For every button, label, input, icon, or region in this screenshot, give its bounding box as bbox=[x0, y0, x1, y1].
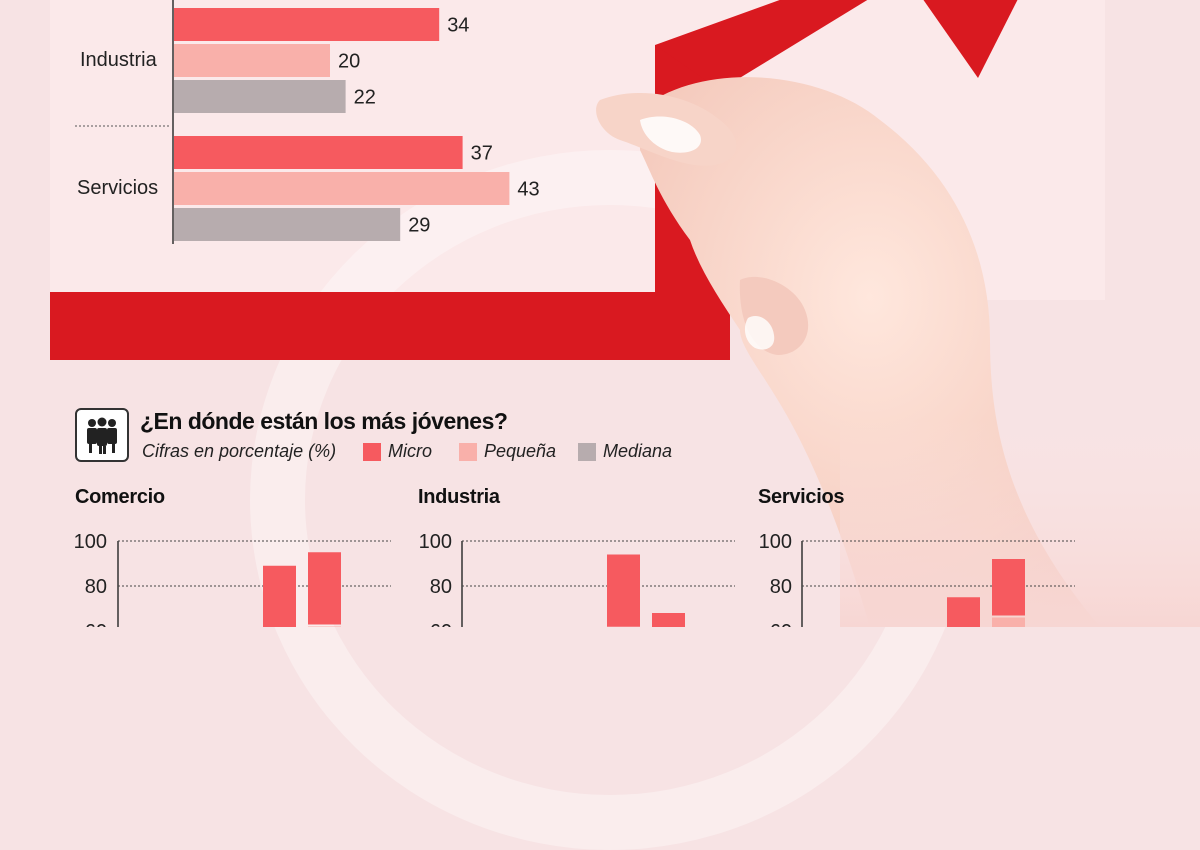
legend-swatch-mediana bbox=[578, 442, 596, 461]
top-bar-value-servicios-2: 29 bbox=[408, 215, 430, 237]
top-bar-industria-0 bbox=[174, 8, 440, 41]
panel-bar-micro-1-1 bbox=[652, 613, 685, 627]
panel-bar-micro-1-0 bbox=[607, 554, 640, 627]
legend-swatch-pequena bbox=[459, 442, 477, 461]
top-category-label-servicios: Servicios bbox=[77, 177, 159, 199]
legend-micro: Micro bbox=[363, 441, 432, 462]
panel-tick-1-2: 60 bbox=[430, 621, 452, 627]
panel-bar-micro-2-1 bbox=[992, 559, 1025, 616]
panel-title-servicios: Servicios bbox=[758, 486, 845, 508]
bottom-stacked-charts: 100 80 60 100 80 60 100 80 60 bbox=[74, 531, 1075, 627]
legend-label-micro: Micro bbox=[388, 441, 432, 461]
top-bar-value-industria-2: 22 bbox=[354, 87, 376, 109]
panel-bar-micro-0-0 bbox=[263, 565, 296, 627]
panel-tick-0-1: 80 bbox=[85, 576, 107, 598]
top-bar-servicios-2 bbox=[174, 208, 401, 241]
top-bar-servicios-1 bbox=[174, 172, 510, 205]
panel-title-comercio: Comercio bbox=[75, 486, 165, 508]
panel-bar-micro-2-0 bbox=[947, 597, 980, 627]
panel-bar-pequena-2-1 bbox=[992, 617, 1025, 627]
top-category-label-industria: Industria bbox=[80, 49, 157, 71]
top-bar-chart: 34 20 22 37 43 29 bbox=[75, 0, 540, 244]
top-bar-value-servicios-0: 37 bbox=[471, 143, 493, 165]
top-bar-industria-2 bbox=[174, 80, 346, 113]
panel-bar-micro-0-1 bbox=[308, 552, 341, 625]
section-subtitle: Cifras en porcentaje (%) bbox=[142, 441, 337, 461]
panel-tick-1-0: 100 bbox=[419, 531, 452, 553]
panel-tick-2-1: 80 bbox=[770, 576, 792, 598]
infographic: 34 20 22 37 43 29 Industria Servicios ¿En dón… bbox=[50, 0, 1200, 850]
legend-swatch-micro bbox=[363, 442, 381, 461]
hand-illustration bbox=[596, 77, 1200, 627]
panel-tick-2-2: 60 bbox=[770, 621, 792, 627]
legend-label-mediana: Mediana bbox=[603, 441, 673, 461]
panel-tick-0-0: 100 bbox=[74, 531, 107, 553]
panel-tick-2-0: 100 bbox=[759, 531, 792, 553]
legend-mediana: Mediana bbox=[578, 441, 672, 462]
top-bar-value-industria-1: 20 bbox=[338, 51, 360, 73]
legend-pequena: Pequeña bbox=[459, 441, 556, 462]
red-arrow-frame bbox=[50, 0, 1018, 360]
panel-tick-1-1: 80 bbox=[430, 576, 452, 598]
panel-title-industria: Industria bbox=[418, 486, 500, 508]
section-title: ¿En dónde están los más jóvenes? bbox=[140, 408, 508, 434]
people-group-icon bbox=[75, 408, 129, 462]
top-bar-servicios-0 bbox=[174, 136, 463, 169]
panel-tick-0-2: 60 bbox=[85, 621, 107, 627]
top-bar-value-servicios-1: 43 bbox=[517, 179, 539, 201]
legend-label-pequena: Pequeña bbox=[484, 441, 557, 461]
top-bar-industria-1 bbox=[174, 44, 330, 77]
top-bar-value-industria-0: 34 bbox=[447, 15, 469, 37]
